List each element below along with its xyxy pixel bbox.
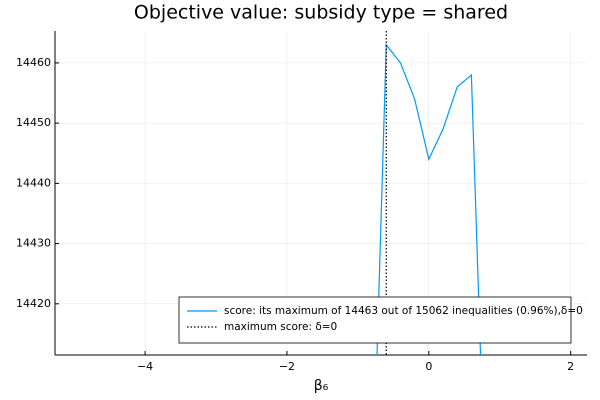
y-tick-label: 14450 (16, 116, 51, 129)
legend-label: maximum score: δ=0 (224, 321, 337, 333)
chart-title: Objective value: subsidy type = shared (134, 2, 508, 24)
legend-box (178, 296, 572, 344)
x-tick-label: −2 (279, 360, 295, 373)
y-tick-label: 14440 (16, 176, 51, 189)
y-tick-label: 14420 (16, 297, 51, 310)
legend-label: score: its maximum of 14463 out of 15062… (224, 305, 583, 317)
data-line (376, 43, 482, 355)
x-tick-label: −4 (137, 360, 153, 373)
y-tick-label: 14430 (16, 237, 51, 250)
x-tick-label: 2 (567, 360, 574, 373)
y-tick-label: 14460 (16, 56, 51, 69)
x-axis-label: β₆ (314, 378, 329, 394)
x-tick-label: 0 (425, 360, 432, 373)
